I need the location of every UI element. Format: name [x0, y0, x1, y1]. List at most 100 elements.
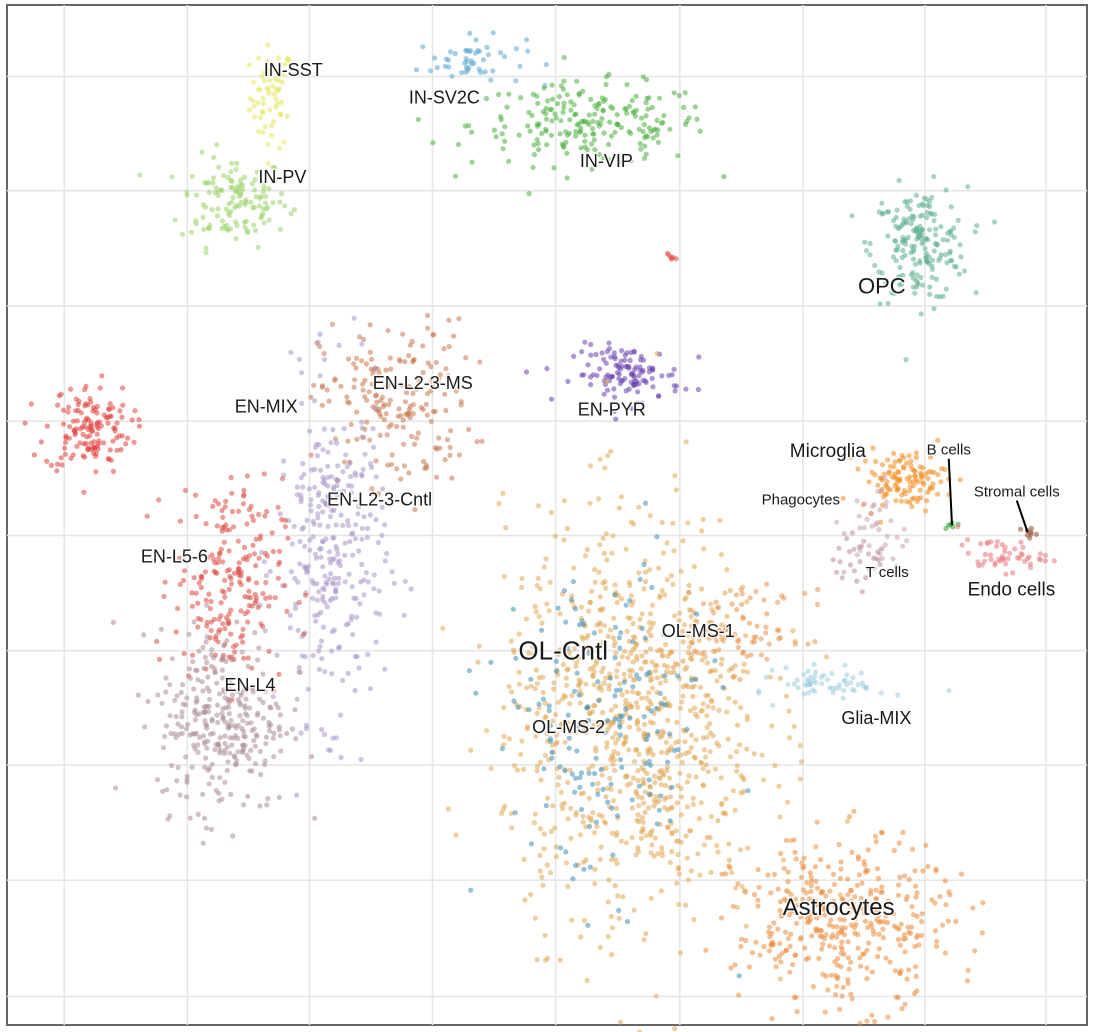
- data-point: [1037, 551, 1043, 557]
- data-point: [350, 530, 356, 536]
- data-point: [975, 559, 981, 565]
- data-point: [775, 926, 781, 932]
- data-point: [572, 688, 578, 694]
- data-point: [974, 223, 980, 229]
- data-point: [903, 241, 909, 247]
- data-point: [217, 550, 223, 556]
- data-point: [689, 677, 695, 683]
- data-point: [841, 951, 847, 957]
- data-point: [167, 682, 173, 688]
- data-point: [540, 882, 546, 888]
- data-point: [626, 129, 632, 135]
- data-point: [563, 860, 570, 866]
- data-point: [519, 738, 525, 744]
- data-point: [1018, 526, 1024, 532]
- data-point: [959, 542, 965, 548]
- data-point: [344, 394, 350, 400]
- data-point: [667, 794, 674, 800]
- data-point: [862, 458, 869, 464]
- data-point: [623, 706, 629, 712]
- data-point: [661, 112, 667, 119]
- data-point: [255, 128, 262, 134]
- data-point: [703, 947, 709, 953]
- data-point: [94, 403, 100, 410]
- data-point: [174, 693, 180, 699]
- data-point: [264, 58, 270, 64]
- data-point: [613, 416, 619, 422]
- data-point: [209, 761, 215, 767]
- data-point: [856, 872, 863, 878]
- data-point: [980, 900, 986, 906]
- data-point: [561, 800, 568, 806]
- data-point: [607, 675, 613, 681]
- data-point: [223, 206, 229, 212]
- data-point: [344, 464, 350, 470]
- data-point: [935, 437, 941, 443]
- data-point: [881, 494, 887, 500]
- data-point: [632, 644, 638, 650]
- label-microglia: Microglia: [790, 441, 866, 462]
- data-point: [965, 550, 971, 556]
- data-point: [258, 533, 264, 539]
- data-point: [912, 261, 919, 267]
- data-point: [468, 58, 474, 64]
- data-point: [631, 759, 638, 765]
- data-point: [233, 236, 239, 242]
- data-point: [893, 223, 899, 229]
- data-point: [659, 373, 665, 379]
- data-point: [251, 222, 257, 228]
- data-point: [523, 616, 530, 622]
- data-point: [784, 888, 790, 894]
- data-point: [806, 690, 812, 696]
- data-point: [563, 619, 569, 625]
- data-point: [378, 398, 384, 404]
- data-point: [875, 482, 881, 488]
- data-point: [587, 500, 593, 506]
- data-point: [399, 382, 405, 388]
- data-point: [927, 454, 934, 460]
- data-point: [265, 204, 271, 210]
- data-point: [496, 501, 502, 507]
- data-point: [872, 565, 878, 571]
- data-point: [927, 227, 933, 233]
- data-point: [210, 175, 216, 181]
- data-point: [890, 556, 896, 562]
- data-point: [337, 712, 344, 718]
- data-point: [246, 506, 252, 513]
- data-point: [473, 50, 479, 56]
- data-point: [951, 234, 957, 240]
- data-point: [228, 581, 235, 587]
- data-point: [262, 688, 268, 694]
- data-point: [686, 644, 692, 650]
- data-point: [525, 48, 531, 54]
- data-point: [840, 495, 846, 501]
- data-point: [708, 601, 714, 607]
- data-point: [660, 550, 667, 556]
- data-point: [229, 742, 235, 748]
- data-point: [649, 659, 655, 665]
- data-point: [327, 494, 333, 500]
- data-point: [629, 805, 635, 811]
- data-point: [573, 862, 579, 869]
- data-point: [741, 661, 747, 667]
- data-point: [790, 962, 796, 968]
- data-point: [431, 332, 437, 338]
- data-point: [882, 475, 888, 481]
- data-point: [668, 670, 674, 676]
- data-point: [818, 681, 825, 687]
- data-point: [621, 679, 628, 685]
- data-point: [410, 390, 416, 397]
- data-point: [679, 699, 685, 705]
- data-point: [873, 458, 879, 465]
- data-point: [249, 181, 256, 187]
- data-point: [342, 552, 348, 558]
- data-point: [623, 388, 629, 394]
- data-point: [535, 100, 541, 106]
- data-point: [565, 816, 571, 822]
- data-point: [353, 355, 360, 361]
- data-point: [701, 842, 708, 848]
- data-point: [184, 695, 190, 701]
- data-point: [708, 869, 714, 876]
- data-point: [972, 229, 978, 235]
- data-point: [808, 883, 814, 889]
